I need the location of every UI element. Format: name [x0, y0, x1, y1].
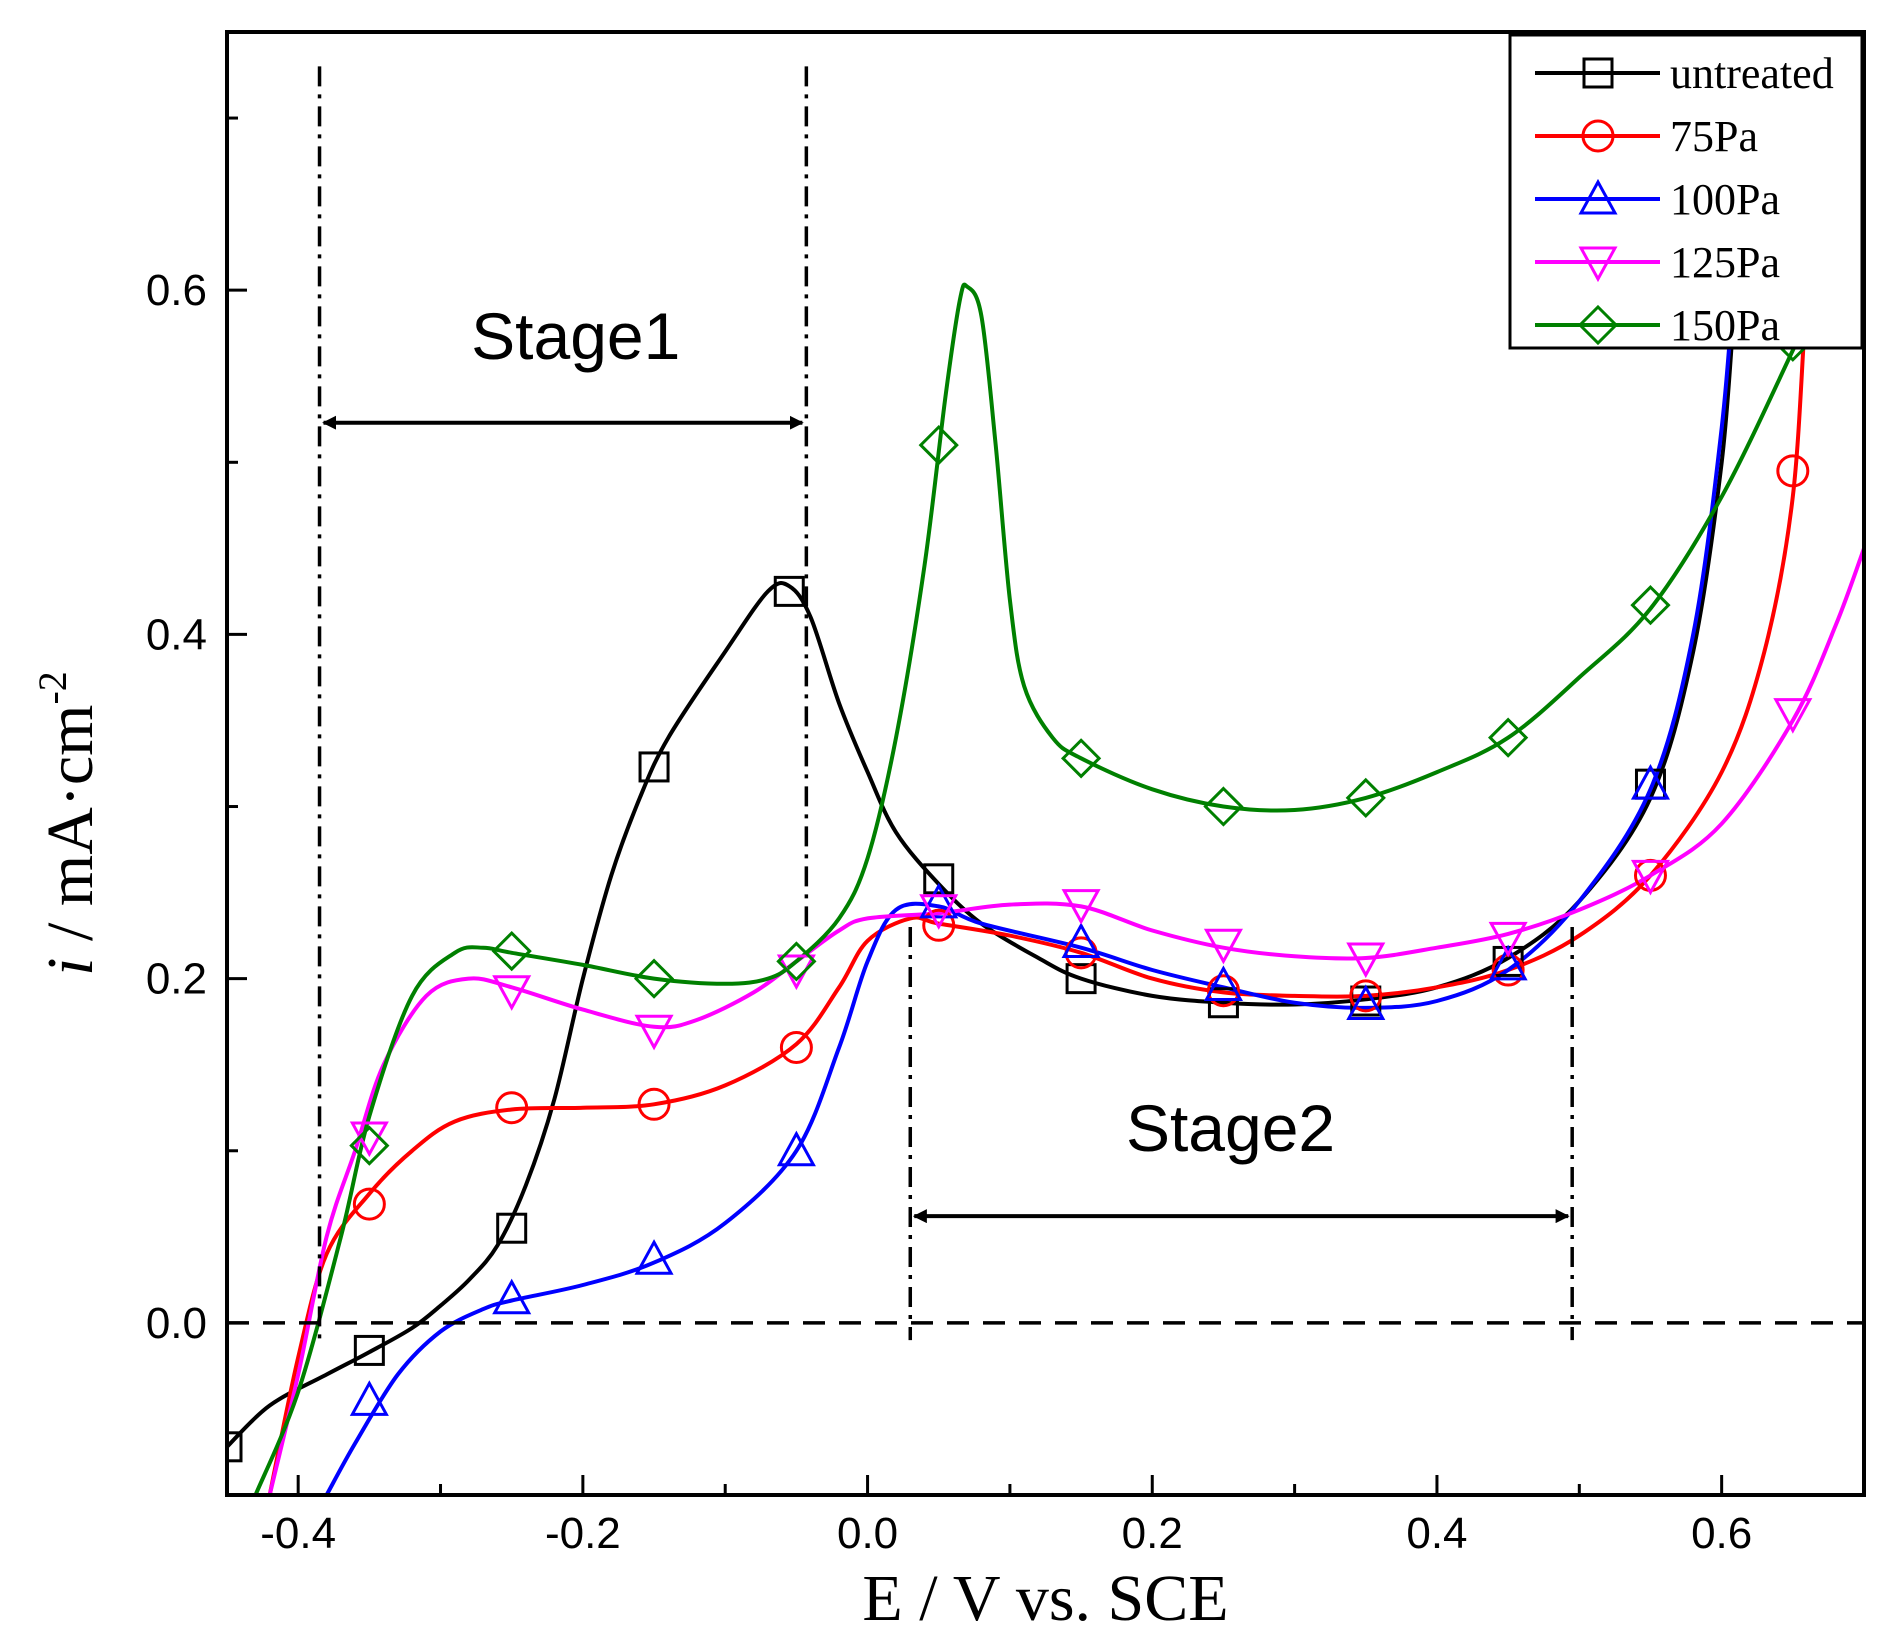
data-point-100pa: [776, 1130, 816, 1167]
data-point-75pa: [1776, 454, 1810, 488]
data-point-150pa: [918, 424, 959, 466]
data-point-75pa: [779, 1030, 813, 1064]
y-tick-label: 0.0: [146, 1299, 207, 1348]
series-line-100pa: [324, 152, 1745, 1495]
y-axis-title-unit: / mA·cm: [34, 705, 107, 958]
data-point-150pa: [1203, 786, 1244, 827]
legend-marker-150pa: [1577, 304, 1619, 346]
x-tick-label: -0.2: [545, 1509, 621, 1558]
stage2-label: Stage2: [1126, 1091, 1335, 1165]
x-tick-label: 0.0: [837, 1509, 898, 1558]
data-point-untreated: [1207, 987, 1239, 1019]
data-point-150pa: [1060, 738, 1102, 779]
legend-label-untreated: untreated: [1670, 49, 1834, 98]
data-point-untreated: [353, 1334, 385, 1366]
x-tick-label: 0.2: [1122, 1509, 1183, 1558]
legend-label-75pa: 75Pa: [1670, 112, 1758, 161]
data-point-125pa: [634, 1014, 674, 1051]
data-point-150pa: [491, 930, 532, 972]
series-line-150pa: [253, 254, 1838, 1495]
data-point-100pa: [919, 882, 959, 919]
data-point-125pa: [1061, 889, 1101, 925]
y-tick-label: 0.6: [146, 266, 207, 315]
x-axis-title: E / V vs. SCE: [862, 1562, 1228, 1634]
legend-marker-100pa: [1578, 178, 1618, 215]
data-point-150pa: [1488, 717, 1529, 758]
data-point-100pa: [1061, 922, 1101, 959]
legend-marker-125pa: [1578, 246, 1618, 283]
data-point-150pa: [1630, 585, 1671, 626]
data-point-75pa: [637, 1087, 671, 1121]
legend-label-150pa: 150Pa: [1670, 301, 1780, 350]
y-axis-title: i / mA·cm-2: [30, 671, 107, 976]
data-point-100pa: [492, 1278, 532, 1315]
data-point-untreated: [773, 575, 805, 607]
data-point-100pa: [1488, 944, 1528, 981]
data-point-125pa: [1630, 859, 1671, 896]
data-point-untreated: [1065, 963, 1097, 995]
data-point-150pa: [1345, 777, 1386, 819]
data-point-125pa: [919, 894, 959, 930]
data-point-untreated: [496, 1212, 528, 1244]
legend-marker-untreated: [1582, 57, 1614, 89]
data-point-untreated: [227, 1431, 243, 1463]
data-point-75pa: [922, 908, 956, 942]
legend-marker-75pa: [1581, 119, 1615, 153]
data-point-100pa: [1630, 764, 1671, 800]
data-point-150pa: [776, 941, 817, 982]
data-point-100pa: [349, 1380, 389, 1416]
x-tick-label: 0.4: [1406, 1509, 1467, 1558]
data-point-125pa: [1203, 928, 1243, 965]
data-point-125pa: [492, 975, 532, 1011]
plot-frame: [225, 30, 1866, 1497]
data-point-untreated: [638, 751, 670, 783]
data-point-75pa: [1206, 974, 1240, 1008]
data-point-untreated: [923, 863, 955, 895]
legend-box: [1508, 33, 1864, 350]
data-point-75pa: [495, 1091, 529, 1125]
y-axis-title-symbol: i: [34, 957, 107, 975]
x-tick-label: 0.6: [1691, 1509, 1752, 1558]
data-point-125pa: [349, 1121, 389, 1158]
y-axis-title-exponent: -2: [30, 671, 75, 704]
data-point-100pa: [634, 1239, 674, 1275]
stage1-label: Stage1: [471, 299, 680, 373]
data-point-150pa: [633, 958, 675, 999]
data-point-75pa: [352, 1187, 386, 1221]
series-line-75pa: [267, 152, 1824, 1495]
series-line-untreated: [227, 152, 1753, 1449]
data-point-75pa: [1349, 979, 1383, 1013]
data-point-150pa: [349, 1125, 390, 1166]
data-point-125pa: [1488, 921, 1528, 958]
legend-label-100pa: 100Pa: [1670, 175, 1780, 224]
y-tick-label: 0.2: [146, 955, 207, 1004]
data-point-125pa: [1773, 698, 1813, 734]
data-point-100pa: [1203, 965, 1243, 1002]
x-tick-label: -0.4: [260, 1509, 336, 1558]
legend-label-125pa: 125Pa: [1670, 238, 1780, 287]
data-point-125pa: [1346, 942, 1386, 979]
data-point-100pa: [1346, 984, 1386, 1020]
y-tick-label: 0.4: [146, 610, 207, 659]
